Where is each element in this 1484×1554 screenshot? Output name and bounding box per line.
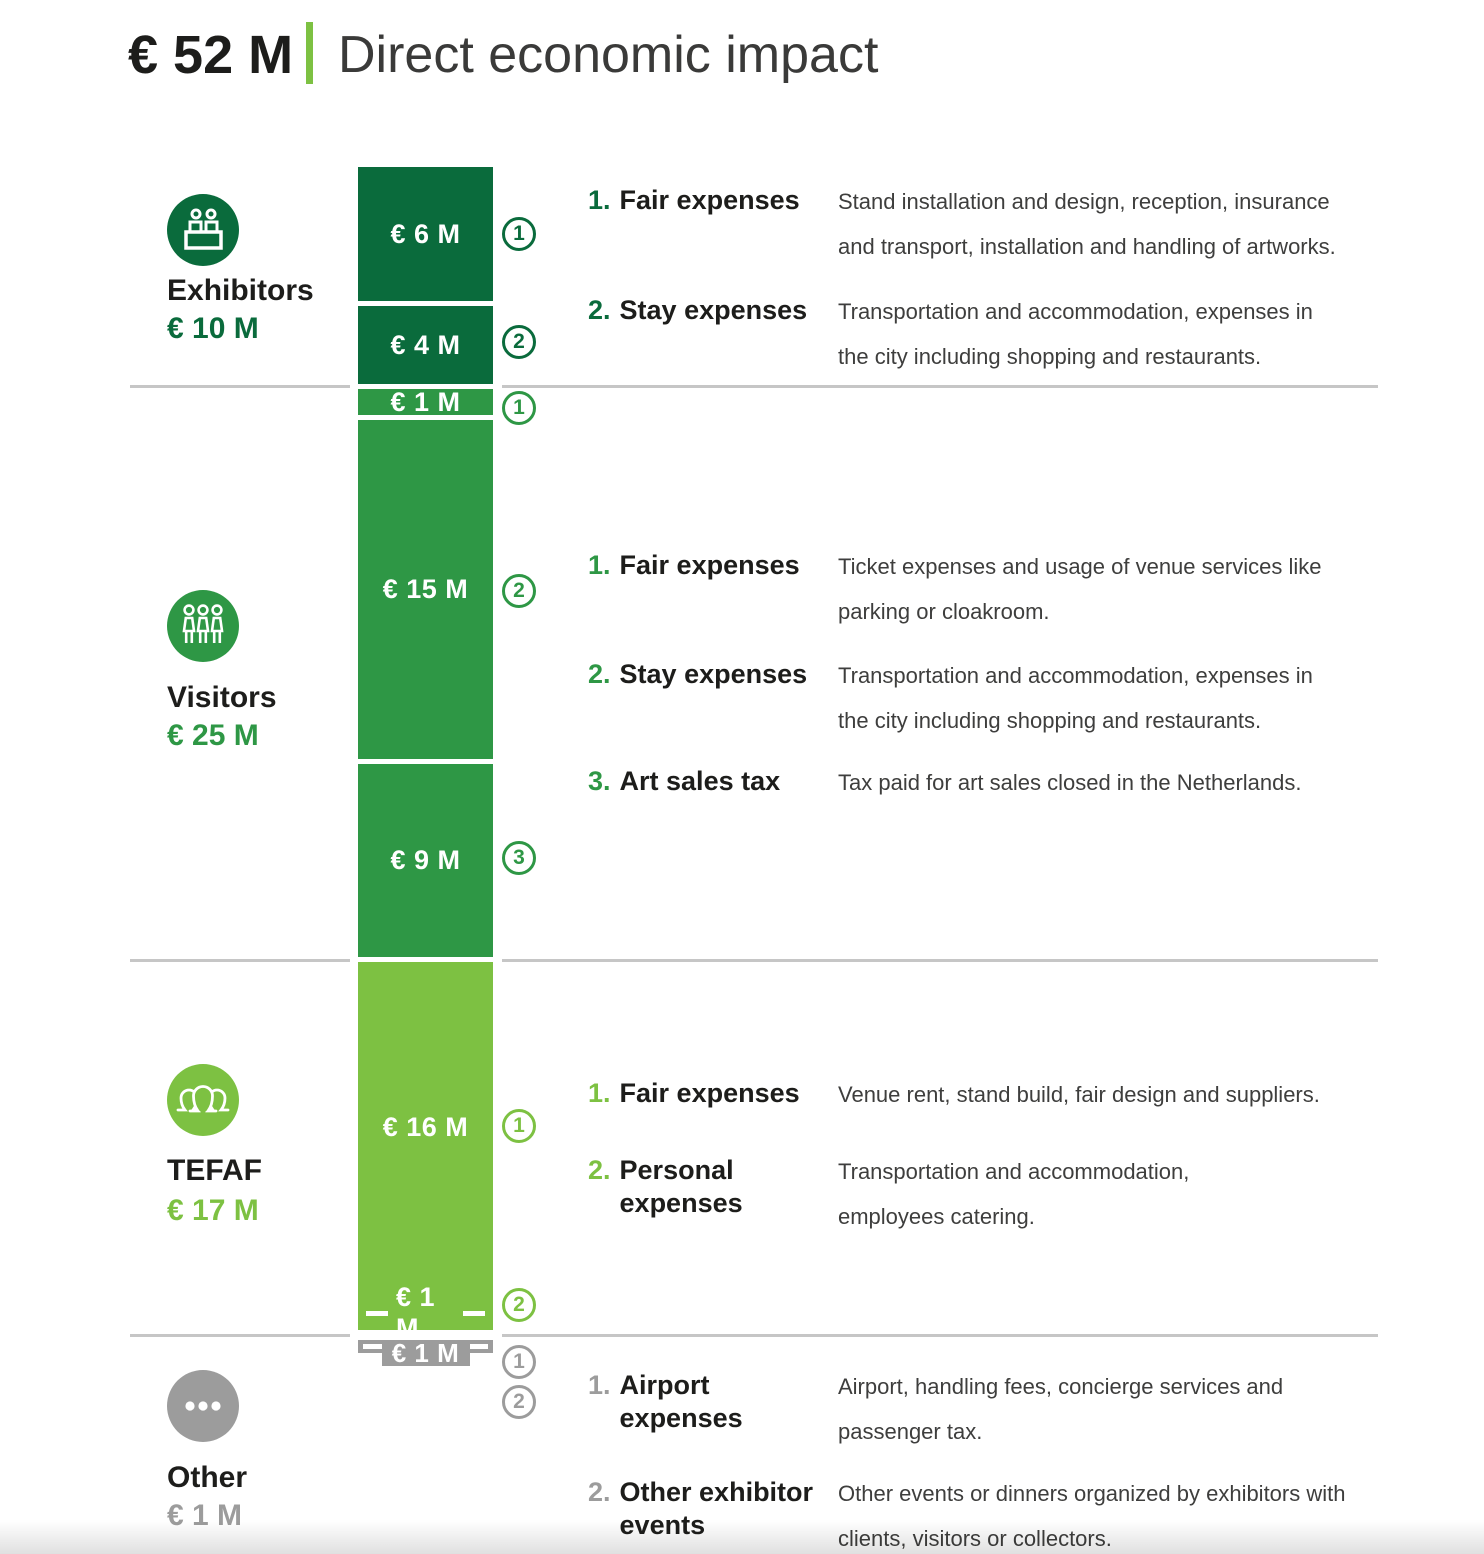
divider-line [130,385,350,388]
legend-title: Art sales tax [619,766,781,796]
other-ellipsis-icon [167,1370,239,1442]
section-label-exhibitors: Exhibitors [167,274,314,307]
legend-item: 2. Other exhibitor events Other events or… [588,1476,1458,1554]
legend-item: 2. Stay expenses Transportation and accom… [588,658,1458,743]
legend-title: Stay expenses [619,659,808,689]
page-bottom-fade [0,1520,1484,1554]
section-total-exhibitors: € 10 M [167,312,259,345]
bar-segment-other-value: € 1 M [381,1338,470,1368]
bar-segment-visitors-fair: € 1 M [358,389,493,416]
section-label-other: Other [167,1461,248,1494]
legend-description: Transportation and accommodation, expens… [838,299,1313,369]
legend-title: Stay expenses [619,295,808,325]
legend-description: Tax paid for art sales closed in the Net… [838,770,1302,795]
legend-number: 1. [588,1370,611,1400]
legend-item: 1. Fair expenses Ticket expenses and usag… [588,549,1458,634]
divider-line [130,1334,350,1337]
legend-title: Personal expenses [619,1155,743,1218]
marker-visitors-3: 3 [502,841,536,875]
bar-segment-visitors-tax: € 9 M [358,764,493,957]
bar-segment-exhibitors-fair: € 6 M [358,167,493,301]
legend-number: 2. [588,1155,611,1185]
section-total-other: € 1 M [167,1499,243,1532]
marker-other-2: 2 [502,1385,536,1419]
divider-line [502,385,1378,388]
segment-dash [463,1310,485,1316]
bar-segment-tefaf-fair: € 16 M [382,1112,469,1142]
legend-number: 1. [588,550,611,580]
legend-number: 2. [588,295,611,325]
page-title: Direct economic impact [338,26,879,84]
section-label-tefaf: TEFAF [167,1154,262,1187]
tefaf-group-icon [167,1064,239,1136]
section-label-visitors: Visitors [167,681,277,714]
marker-tefaf-1: 1 [502,1109,536,1143]
legend-item: 3. Art sales tax Tax paid for art sales c… [588,765,1458,805]
legend-item: 1. Fair expenses Stand installation and d… [588,184,1458,269]
divider-line [502,1334,1378,1337]
marker-exhibitors-1: 1 [502,217,536,251]
legend-title: Other exhibitor events [619,1477,814,1540]
legend-item: 1. Airport expenses Airport, handling fee… [588,1369,1458,1454]
divider-line [502,959,1378,962]
marker-tefaf-2: 2 [502,1288,536,1322]
legend-description: Other events or dinners organized by exh… [838,1481,1346,1551]
marker-exhibitors-2: 2 [502,325,536,359]
visitors-people-icon [167,590,239,662]
segment-dash [366,1310,388,1316]
bar-segment-exhibitors-stay: € 4 M [358,306,493,384]
segment-dash [363,1344,387,1349]
legend-number: 2. [588,1477,611,1507]
legend-description: Venue rent, stand build, fair design and… [838,1082,1320,1107]
header-accent-rule [306,22,313,84]
exhibitors-booth-icon [167,194,239,266]
section-total-visitors: € 25 M [167,719,259,752]
legend-number: 3. [588,766,611,796]
divider-line [130,959,350,962]
legend-description: Transportation and accommodation, expens… [838,663,1313,733]
legend-number: 1. [588,1078,611,1108]
legend-number: 1. [588,185,611,215]
segment-dash [464,1344,488,1349]
legend-item: 1. Fair expenses Venue rent, stand build,… [588,1077,1458,1117]
legend-description: Airport, handling fees, concierge servic… [838,1374,1284,1444]
legend-title: Fair expenses [619,185,800,215]
legend-title: Fair expenses [619,550,800,580]
bar-segment-visitors-stay: € 15 M [358,420,493,759]
bar-segment-other: € 1 M [358,1338,493,1368]
legend-item: 2. Stay expenses Transportation and accom… [588,294,1458,379]
total-amount: € 52 M [128,25,294,85]
legend-description: Transportation and accommodation, employ… [838,1159,1190,1229]
legend-item: 2. Personal expenses Transportation and a… [588,1154,1458,1239]
legend-description: Ticket expenses and usage of venue servi… [838,554,1322,624]
bar-segment-tefaf-personal: € 1 M [358,1282,493,1343]
legend-description: Stand installation and design, reception… [838,189,1336,259]
bar-segment-tefaf: € 16 M € 1 M [358,962,493,1343]
legend-title: Airport expenses [619,1370,743,1433]
marker-visitors-1: 1 [502,391,536,425]
legend-title: Fair expenses [619,1078,800,1108]
section-total-tefaf: € 17 M [167,1194,259,1227]
legend-number: 2. [588,659,611,689]
marker-other-1: 1 [502,1345,536,1379]
marker-visitors-2: 2 [502,574,536,608]
